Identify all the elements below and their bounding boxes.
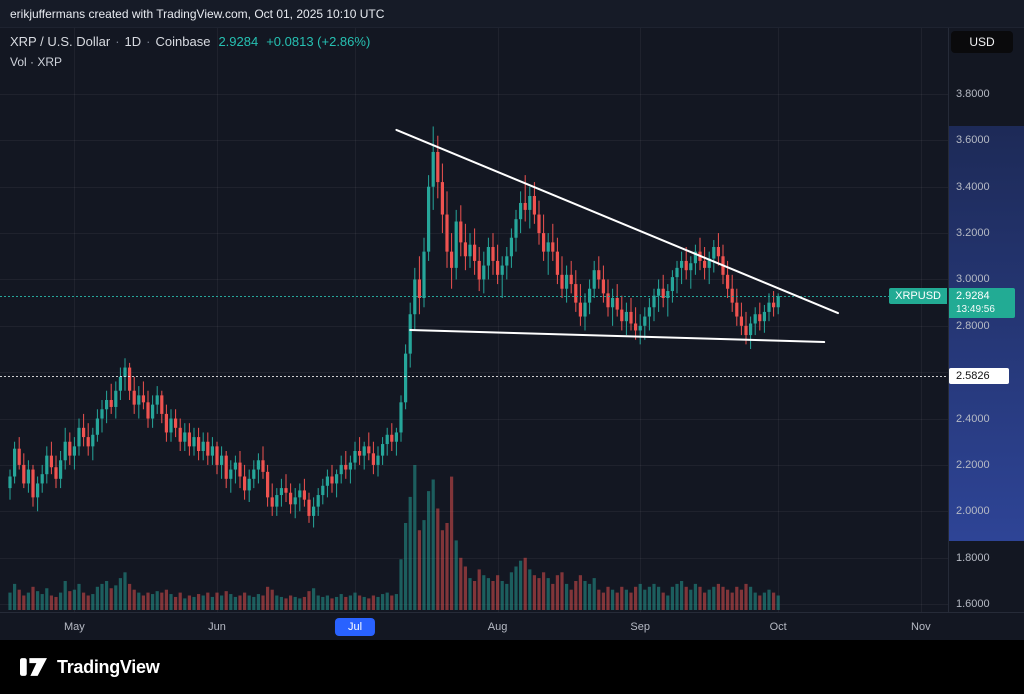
time-label-may: May xyxy=(64,620,85,633)
price-scale-label: 2.8000 xyxy=(956,319,990,332)
price-scale-label: 1.8000 xyxy=(956,551,990,564)
time-label-aug: Aug xyxy=(487,620,508,633)
symbol-legend-row: XRP / U.S. Dollar · 1D · Coinbase 2.9284 +0.08… xyxy=(10,34,370,49)
price-scale-band xyxy=(949,126,1024,542)
price-badge-value: 2.9284 xyxy=(956,290,990,303)
price-scale-label: 3.0000 xyxy=(956,273,990,286)
price-scale[interactable]: 2.9284 13:49:56 2.5826 3.8000 3.6000 3.400… xyxy=(948,28,1024,612)
tradingview-logo[interactable] xyxy=(20,658,48,676)
exchange-label[interactable]: Coinbase xyxy=(155,34,211,49)
price-scale-label: 2.4000 xyxy=(956,412,990,425)
symbol-badge: XRPUSD xyxy=(889,288,947,305)
bar-countdown: 13:49:56 xyxy=(956,304,995,316)
volume-legend[interactable]: Vol · XRP xyxy=(10,55,63,69)
interval-label[interactable]: 1D xyxy=(124,34,142,49)
footer: TradingView xyxy=(0,640,1024,694)
currency-usd-button[interactable]: USD xyxy=(951,31,1013,53)
chart-area: XRP / U.S. Dollar · 1D · Coinbase 2.9284 +0.08… xyxy=(0,28,1024,640)
price-scale-label: 2.0000 xyxy=(956,505,990,518)
legend-separator: · xyxy=(115,34,120,49)
price-scale-label: 3.8000 xyxy=(956,88,990,100)
legend: XRP / U.S. Dollar · 1D · Coinbase 2.9284 +0.08… xyxy=(10,34,370,69)
chart-canvas[interactable] xyxy=(0,28,948,612)
price-badge: 2.9284 13:49:56 xyxy=(949,288,1015,319)
time-label-oct: Oct xyxy=(769,620,787,633)
price-scale-label: 2.2000 xyxy=(956,458,990,471)
attribution-text: erikjuffermans created with TradingView.… xyxy=(10,7,385,21)
legend-separator: · xyxy=(146,34,151,49)
last-price-value: 2.9284 xyxy=(218,34,259,49)
price-scale-label: 3.2000 xyxy=(956,227,990,240)
level-badge: 2.5826 xyxy=(949,368,1009,385)
price-change-value: +0.0813 (+2.86%) xyxy=(266,34,371,49)
tradingview-wordmark[interactable]: TradingView xyxy=(57,656,160,677)
price-scale-label: 1.6000 xyxy=(956,598,990,610)
time-label-jul: Jul xyxy=(334,617,376,636)
symbol-title[interactable]: XRP / U.S. Dollar xyxy=(10,34,111,49)
time-label-sep: Sep xyxy=(630,620,650,633)
attribution-bar: erikjuffermans created with TradingView.… xyxy=(0,0,1024,28)
price-scale-label: 3.6000 xyxy=(956,134,990,147)
time-label-jun: Jun xyxy=(208,620,226,633)
time-label-nov: Nov xyxy=(911,620,931,633)
price-scale-label: 3.4000 xyxy=(956,180,990,193)
time-scale[interactable]: May Jun Jul Aug Sep Oct Nov xyxy=(0,612,1024,640)
